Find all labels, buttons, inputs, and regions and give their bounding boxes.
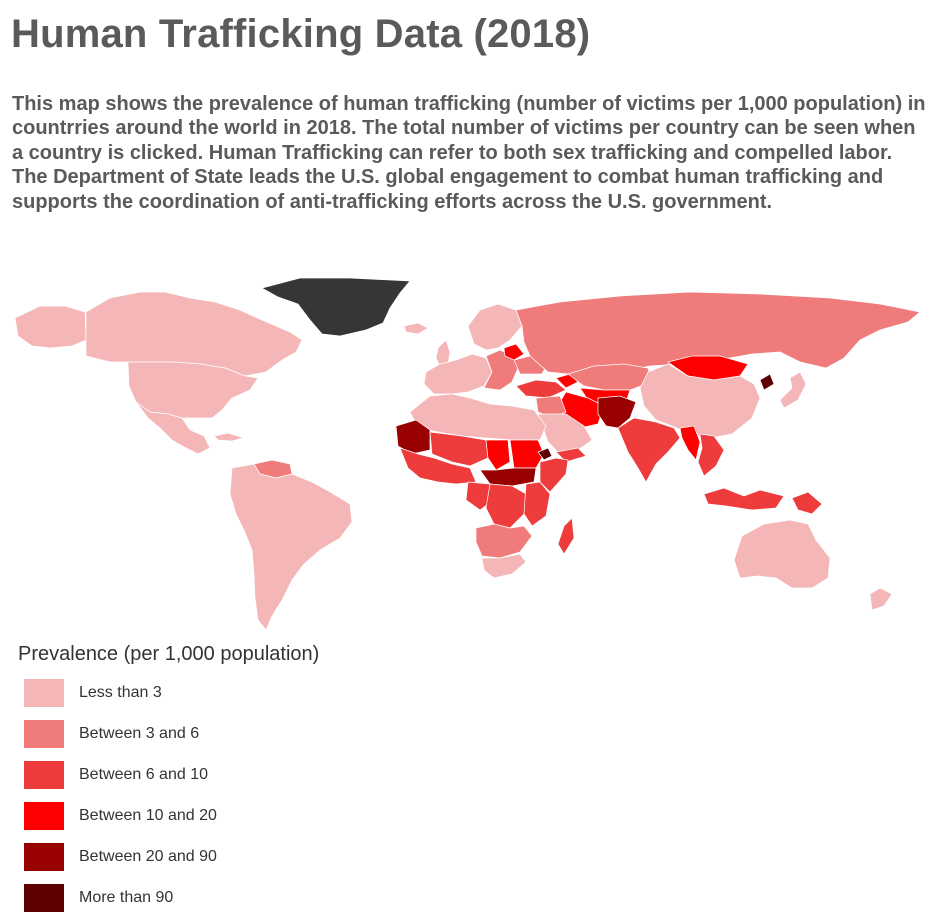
legend-swatch (24, 884, 64, 912)
region-southeast-asia[interactable] (697, 433, 725, 477)
country-myanmar[interactable] (679, 425, 701, 461)
legend-label: Between 20 and 90 (79, 848, 217, 865)
country-north-korea[interactable] (759, 373, 775, 391)
legend-swatch (24, 720, 64, 748)
world-map-svg[interactable] (0, 268, 932, 640)
legend-label: More than 90 (79, 889, 174, 906)
country-yemen[interactable] (555, 447, 587, 463)
country-south-africa[interactable] (481, 553, 527, 579)
legend-label: Between 6 and 10 (79, 766, 208, 783)
country-iceland[interactable] (403, 322, 429, 335)
legend-item: Less than 3 (24, 679, 324, 707)
region-east-africa[interactable] (523, 481, 551, 527)
country-chad[interactable] (485, 439, 511, 471)
legend-label: Between 10 and 20 (79, 807, 217, 824)
country-mauritania[interactable] (395, 419, 431, 455)
country-cuba[interactable] (213, 432, 246, 442)
region-scandinavia[interactable] (467, 303, 523, 351)
country-indonesia[interactable] (703, 487, 785, 511)
legend-swatch (24, 843, 64, 871)
country-papua-new-guinea[interactable] (791, 491, 823, 515)
region-south-sudan-car[interactable] (479, 467, 537, 487)
legend-swatch (24, 802, 64, 830)
country-turkey[interactable] (515, 379, 567, 399)
country-japan[interactable] (779, 371, 807, 409)
country-australia[interactable] (733, 519, 831, 589)
region-sahel[interactable] (429, 431, 489, 467)
country-eritrea[interactable] (537, 447, 553, 461)
legend-label: Less than 3 (79, 684, 162, 701)
page-description: This map shows the prevalence of human t… (12, 93, 926, 213)
country-alaska[interactable] (14, 305, 87, 349)
region-arabian-peninsula[interactable] (537, 413, 593, 455)
region-southern-africa[interactable] (475, 523, 533, 559)
legend-item: Between 6 and 10 (24, 761, 324, 789)
legend-title: Prevalence (per 1,000 population) (18, 643, 320, 665)
country-india[interactable] (617, 417, 681, 483)
country-madagascar[interactable] (557, 517, 575, 555)
country-russia[interactable] (515, 291, 921, 377)
country-china[interactable] (639, 363, 761, 439)
region-west-africa[interactable] (399, 447, 477, 485)
legend-label: Between 3 and 6 (79, 725, 200, 742)
country-mexico[interactable] (135, 401, 211, 455)
region-afghanistan-pakistan[interactable] (597, 395, 637, 429)
page-title: Human Trafficking Data (2018) (11, 12, 591, 56)
country-new-zealand[interactable] (869, 587, 893, 611)
legend-item: Between 20 and 90 (24, 843, 324, 871)
country-greenland[interactable] (261, 277, 411, 337)
country-sudan[interactable] (509, 439, 545, 469)
region-north-africa[interactable] (409, 393, 547, 441)
region-south-america[interactable] (229, 463, 353, 631)
legend-swatch (24, 761, 64, 789)
country-drc[interactable] (485, 483, 527, 529)
legend-item: Between 3 and 6 (24, 720, 324, 748)
region-western-europe[interactable] (423, 353, 493, 395)
legend-item: Between 10 and 20 (24, 802, 324, 830)
legend-item: More than 90 (24, 884, 324, 912)
world-map[interactable] (0, 268, 932, 640)
legend-swatch (24, 679, 64, 707)
country-belarus[interactable] (503, 343, 525, 361)
